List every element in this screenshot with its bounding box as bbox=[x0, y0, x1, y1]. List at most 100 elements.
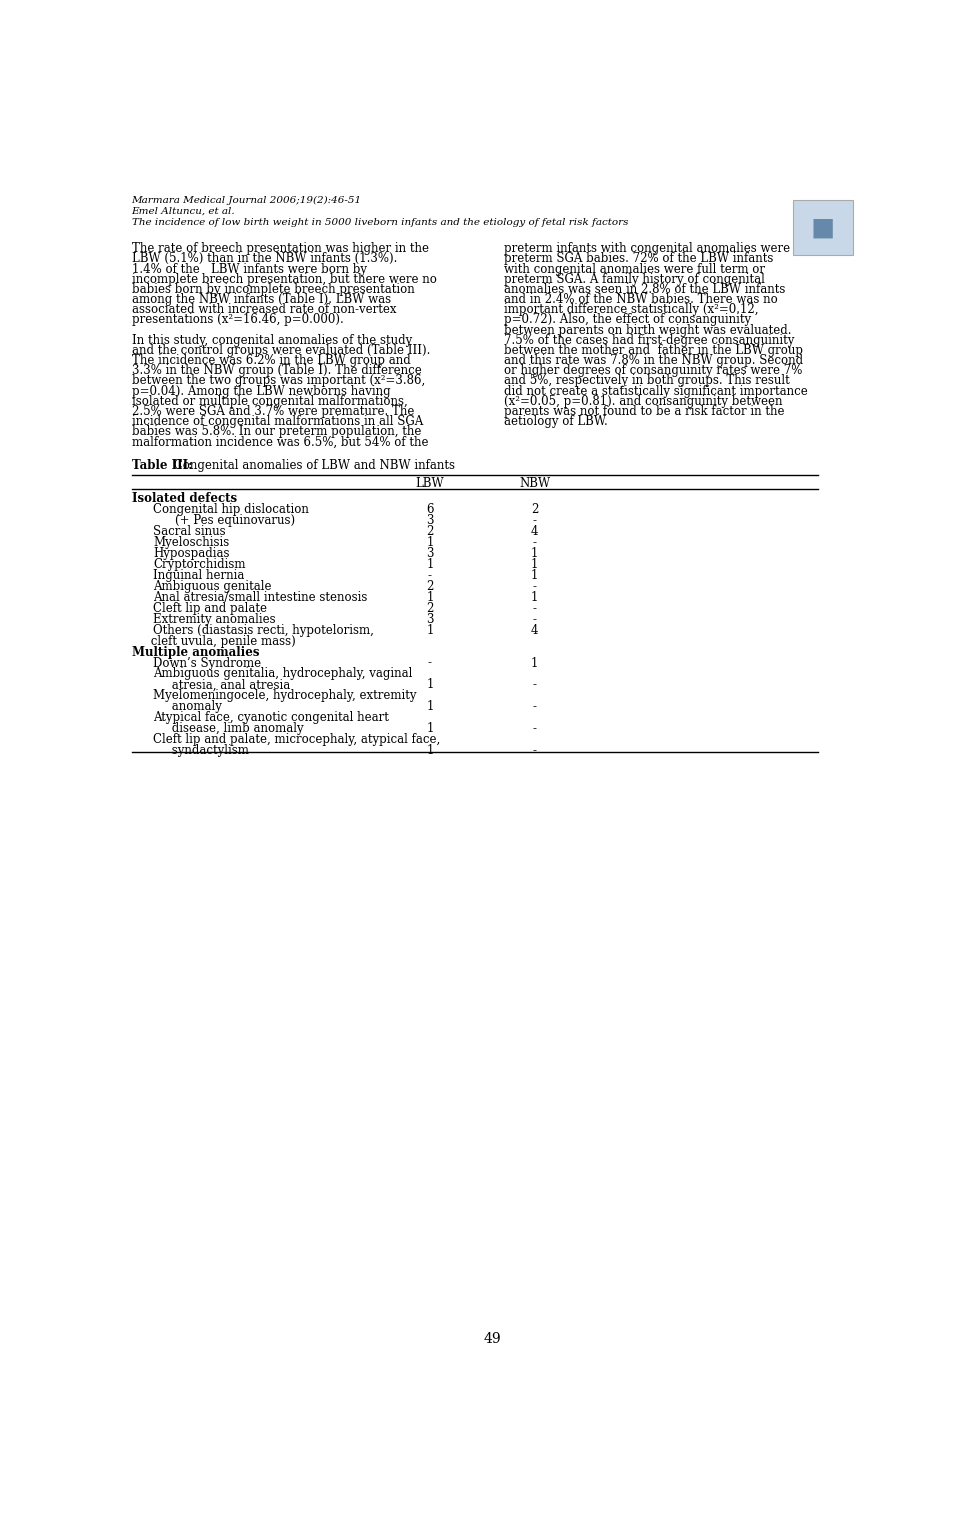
Text: 1: 1 bbox=[426, 591, 434, 603]
Text: atresia, anal atresia: atresia, anal atresia bbox=[154, 678, 291, 692]
Text: Inguinal hernia: Inguinal hernia bbox=[154, 570, 245, 582]
Text: 1: 1 bbox=[426, 559, 434, 571]
Text: 49: 49 bbox=[483, 1332, 501, 1346]
Text: Sacral sinus: Sacral sinus bbox=[154, 525, 226, 539]
Text: 1: 1 bbox=[426, 744, 434, 756]
Text: incidence of congenital malformations in all SGA: incidence of congenital malformations in… bbox=[132, 415, 422, 429]
Text: 2: 2 bbox=[426, 602, 434, 615]
Text: and in 2.4% of the NBW babies. There was no: and in 2.4% of the NBW babies. There was… bbox=[504, 292, 778, 306]
Text: anomalies was seen in 2.8% of the LBW infants: anomalies was seen in 2.8% of the LBW in… bbox=[504, 283, 785, 295]
Text: 3: 3 bbox=[426, 514, 434, 527]
Text: preterm SGA. A family history of congenital: preterm SGA. A family history of congeni… bbox=[504, 273, 764, 286]
Text: 2: 2 bbox=[426, 525, 434, 539]
Text: isolated or multiple congenital malformations,: isolated or multiple congenital malforma… bbox=[132, 395, 407, 407]
Text: 1: 1 bbox=[531, 570, 539, 582]
Text: Myelomeningocele, hydrocephaly, extremity: Myelomeningocele, hydrocephaly, extremit… bbox=[154, 689, 417, 703]
Text: NBW: NBW bbox=[519, 478, 550, 490]
Text: disease, limb anomaly: disease, limb anomaly bbox=[154, 723, 304, 735]
Text: 1: 1 bbox=[426, 700, 434, 713]
Text: preterm infants with congenital anomalies were: preterm infants with congenital anomalie… bbox=[504, 242, 790, 256]
Text: babies was 5.8%. In our preterm population, the: babies was 5.8%. In our preterm populati… bbox=[132, 426, 421, 438]
Text: -: - bbox=[533, 602, 537, 615]
Text: -: - bbox=[428, 570, 432, 582]
Text: -: - bbox=[533, 580, 537, 592]
Text: -: - bbox=[533, 723, 537, 735]
Text: -: - bbox=[428, 657, 432, 669]
Text: 3.3% in the NBW group (Table I). The difference: 3.3% in the NBW group (Table I). The dif… bbox=[132, 364, 421, 377]
Text: ▪: ▪ bbox=[809, 208, 836, 246]
Text: Cleft lip and palate, microcephaly, atypical face,: Cleft lip and palate, microcephaly, atyp… bbox=[154, 733, 441, 746]
Text: associated with increased rate of non-vertex: associated with increased rate of non-ve… bbox=[132, 303, 396, 317]
Text: 4: 4 bbox=[531, 525, 539, 539]
Text: incomplete breech presentation, but there were no: incomplete breech presentation, but ther… bbox=[132, 273, 437, 286]
Text: 1: 1 bbox=[426, 723, 434, 735]
Text: Down’s Syndrome: Down’s Syndrome bbox=[154, 657, 261, 669]
Text: did not create a statistically significant importance: did not create a statistically significa… bbox=[504, 384, 807, 398]
Text: 6: 6 bbox=[426, 504, 434, 516]
Text: important difference statistically (x²=0.12,: important difference statistically (x²=0… bbox=[504, 303, 758, 317]
Text: In this study, congenital anomalies of the study: In this study, congenital anomalies of t… bbox=[132, 334, 412, 346]
Text: Table III:: Table III: bbox=[132, 459, 192, 473]
Text: Hypospadias: Hypospadias bbox=[154, 547, 229, 560]
Text: and this rate was 7.8% in the NBW group. Second: and this rate was 7.8% in the NBW group.… bbox=[504, 354, 803, 367]
Text: malformation incidence was 6.5%, but 54% of the: malformation incidence was 6.5%, but 54%… bbox=[132, 435, 428, 449]
Text: and the control groups were evaluated (Table III).: and the control groups were evaluated (T… bbox=[132, 344, 430, 357]
Text: presentations (x²=16.46, p=0.000).: presentations (x²=16.46, p=0.000). bbox=[132, 314, 344, 326]
Text: p=0.72). Also, the effect of consanguinity: p=0.72). Also, the effect of consanguini… bbox=[504, 314, 751, 326]
Text: preterm SGA babies. 72% of the LBW infants: preterm SGA babies. 72% of the LBW infan… bbox=[504, 253, 773, 265]
Text: Multiple anomalies: Multiple anomalies bbox=[132, 646, 259, 658]
Text: between the mother and  father in the LBW group: between the mother and father in the LBW… bbox=[504, 344, 803, 357]
Text: 1: 1 bbox=[426, 678, 434, 692]
Text: Ambiguous genitale: Ambiguous genitale bbox=[154, 580, 272, 592]
Text: 1: 1 bbox=[531, 559, 539, 571]
Text: Ambiguous genitalia, hydrocephaly, vaginal: Ambiguous genitalia, hydrocephaly, vagin… bbox=[154, 668, 413, 680]
Text: Anal atresia/small intestine stenosis: Anal atresia/small intestine stenosis bbox=[154, 591, 368, 603]
Text: or higher degrees of consanguinity rates were 7%: or higher degrees of consanguinity rates… bbox=[504, 364, 802, 377]
Text: -: - bbox=[533, 678, 537, 692]
Text: p=0.04). Among the LBW newborns having: p=0.04). Among the LBW newborns having bbox=[132, 384, 391, 398]
Text: between parents on birth weight was evaluated.: between parents on birth weight was eval… bbox=[504, 323, 791, 337]
Text: (x²=0.05, p=0.81). and consanguinity between: (x²=0.05, p=0.81). and consanguinity bet… bbox=[504, 395, 782, 407]
Text: LBW: LBW bbox=[416, 478, 444, 490]
Text: -: - bbox=[533, 514, 537, 527]
Text: 3: 3 bbox=[426, 547, 434, 560]
Text: babies born by incomplete breech presentation: babies born by incomplete breech present… bbox=[132, 283, 415, 295]
Text: 2: 2 bbox=[426, 580, 434, 592]
Text: anomaly: anomaly bbox=[154, 700, 222, 713]
Text: -: - bbox=[533, 612, 537, 626]
Text: 1: 1 bbox=[531, 591, 539, 603]
Text: 7.5% of the cases had first-degree consanguinity: 7.5% of the cases had first-degree consa… bbox=[504, 334, 794, 346]
Text: 1.4% of the   LBW infants were born by: 1.4% of the LBW infants were born by bbox=[132, 263, 367, 276]
Text: -: - bbox=[533, 744, 537, 756]
Text: 1: 1 bbox=[531, 547, 539, 560]
Text: with congenital anomalies were full term or: with congenital anomalies were full term… bbox=[504, 263, 764, 276]
Text: 1: 1 bbox=[426, 536, 434, 550]
Text: -: - bbox=[533, 700, 537, 713]
Text: The incidence of low birth weight in 5000 liveborn infants and the etiology of f: The incidence of low birth weight in 500… bbox=[132, 217, 628, 227]
Text: and 5%, respectively in both groups. This result: and 5%, respectively in both groups. Thi… bbox=[504, 375, 789, 387]
Text: (+ Pes equinovarus): (+ Pes equinovarus) bbox=[175, 514, 295, 527]
Text: between the two groups was important (x²=3.86,: between the two groups was important (x²… bbox=[132, 375, 425, 387]
Text: The incidence was 6.2% in the LBW group and: The incidence was 6.2% in the LBW group … bbox=[132, 354, 410, 367]
Text: 2.5% were SGA and 3.7% were premature. The: 2.5% were SGA and 3.7% were premature. T… bbox=[132, 404, 414, 418]
Text: cleft uvula, penile mass): cleft uvula, penile mass) bbox=[132, 635, 296, 648]
Text: 3: 3 bbox=[426, 612, 434, 626]
Text: 1: 1 bbox=[426, 623, 434, 637]
Text: Myeloschisis: Myeloschisis bbox=[154, 536, 229, 550]
Text: Emel Altuncu, et al.: Emel Altuncu, et al. bbox=[132, 207, 235, 216]
Text: Congenital hip dislocation: Congenital hip dislocation bbox=[154, 504, 309, 516]
Text: Others (diastasis recti, hypotelorism,: Others (diastasis recti, hypotelorism, bbox=[154, 623, 374, 637]
FancyBboxPatch shape bbox=[793, 201, 853, 256]
Text: aetiology of LBW.: aetiology of LBW. bbox=[504, 415, 608, 429]
Text: Congenital anomalies of LBW and NBW infants: Congenital anomalies of LBW and NBW infa… bbox=[170, 459, 455, 473]
Text: Extremity anomalies: Extremity anomalies bbox=[154, 612, 276, 626]
Text: Atypical face, cyanotic congenital heart: Atypical face, cyanotic congenital heart bbox=[154, 712, 389, 724]
Text: Marmara Medical Journal 2006;19(2):46-51: Marmara Medical Journal 2006;19(2):46-51 bbox=[132, 196, 362, 205]
Text: Cleft lip and palate: Cleft lip and palate bbox=[154, 602, 267, 615]
Text: 4: 4 bbox=[531, 623, 539, 637]
Text: among the NBW infants (Table I). LBW was: among the NBW infants (Table I). LBW was bbox=[132, 292, 391, 306]
Text: syndactylism: syndactylism bbox=[154, 744, 250, 756]
Text: LBW (5.1%) than in the NBW infants (1.3%).: LBW (5.1%) than in the NBW infants (1.3%… bbox=[132, 253, 397, 265]
Text: 2: 2 bbox=[531, 504, 539, 516]
Text: Cryptorchidism: Cryptorchidism bbox=[154, 559, 246, 571]
